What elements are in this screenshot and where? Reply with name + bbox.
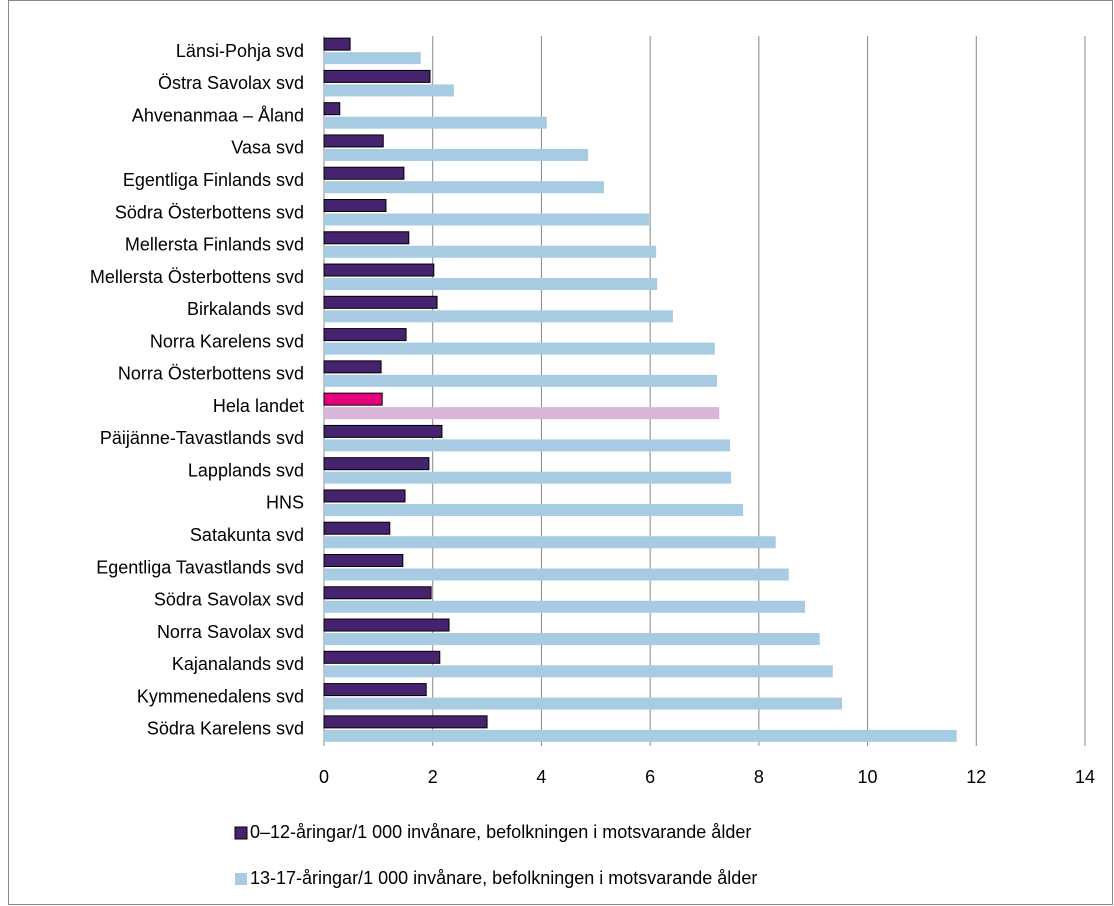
y-tick-label: Norra Österbottens svd <box>118 364 304 384</box>
bar <box>323 360 382 374</box>
y-tick-label: Vasa svd <box>231 138 304 158</box>
y-tick-label: Egentliga Tavastlands svd <box>96 557 304 577</box>
y-tick-label: Norra Karelens svd <box>150 331 304 351</box>
bar <box>323 424 443 438</box>
y-tick-label: Norra Savolax svd <box>157 622 304 642</box>
bar <box>323 554 404 567</box>
y-tick-label: HNS <box>266 493 304 513</box>
x-tick-label: 10 <box>858 767 878 787</box>
y-tick-label: Kymmenedalens svd <box>137 686 304 706</box>
bar <box>324 148 589 161</box>
bar <box>324 213 650 226</box>
bar <box>324 116 547 129</box>
bar <box>324 181 604 194</box>
bar <box>324 568 789 581</box>
bar <box>323 715 488 729</box>
bar <box>324 665 833 678</box>
x-tick-label: 0 <box>319 767 329 787</box>
bar <box>324 52 421 65</box>
bar <box>323 650 441 664</box>
y-tick-label: Lapplands svd <box>188 460 304 480</box>
y-tick-label: Kajanalands svd <box>172 654 304 674</box>
bar <box>323 231 410 245</box>
bar <box>323 166 405 180</box>
legend-label: 0–12-åringar/1 000 invånare, befolkninge… <box>250 822 751 842</box>
bar <box>324 503 744 516</box>
bar <box>323 295 438 309</box>
bar <box>323 392 383 406</box>
y-tick-label: Satakunta svd <box>190 525 304 545</box>
y-tick-label: Egentliga Finlands svd <box>123 170 304 190</box>
bar <box>323 69 431 83</box>
bar <box>323 328 407 342</box>
bar <box>324 697 843 710</box>
bar <box>324 633 820 646</box>
legend-swatch <box>234 826 248 840</box>
legend-label: 13-17-åringar/1 000 invånare, befolkning… <box>250 868 757 888</box>
bar <box>324 374 718 387</box>
bar <box>323 199 387 212</box>
bar <box>324 536 776 549</box>
bar <box>324 245 657 258</box>
bar <box>323 521 391 535</box>
bar <box>323 683 427 697</box>
bar <box>324 278 658 291</box>
x-tick-label: 6 <box>645 767 655 787</box>
x-tick-label: 4 <box>536 767 546 787</box>
bar <box>324 310 673 323</box>
y-tick-label: Södra Karelens svd <box>147 719 304 739</box>
bar <box>323 618 450 632</box>
bar <box>324 729 957 742</box>
bar <box>324 600 806 613</box>
y-tick-label: Östra Savolax svd <box>158 73 304 93</box>
bar <box>324 439 731 452</box>
bar <box>323 37 351 51</box>
bar <box>323 586 432 600</box>
y-tick-label: Hela landet <box>213 396 304 416</box>
x-tick-label: 8 <box>754 767 764 787</box>
bar <box>323 102 341 116</box>
y-tick-label: Ahvenanmaa – Åland <box>132 105 304 125</box>
bar <box>324 342 715 355</box>
x-tick-label: 12 <box>966 767 986 787</box>
x-tick-label: 2 <box>428 767 438 787</box>
bar <box>324 407 720 420</box>
y-tick-label: Södra Österbottens svd <box>115 202 304 222</box>
legend-swatch <box>235 873 247 885</box>
bar <box>323 489 406 503</box>
y-tick-label: Mellersta Österbottens svd <box>90 267 304 287</box>
x-tick-label: 14 <box>1075 767 1095 787</box>
bar <box>324 471 732 484</box>
bar <box>324 84 454 97</box>
y-tick-label: Päijänne-Tavastlands svd <box>100 428 304 448</box>
bar <box>323 134 384 148</box>
bar <box>323 457 430 471</box>
y-tick-label: Södra Savolax svd <box>154 590 304 610</box>
chart-frame <box>8 0 1113 905</box>
y-tick-label: Mellersta Finlands svd <box>125 235 304 255</box>
y-tick-label: Birkalands svd <box>187 299 304 319</box>
bar <box>323 263 435 277</box>
y-tick-label: Länsi-Pohja svd <box>176 41 304 61</box>
